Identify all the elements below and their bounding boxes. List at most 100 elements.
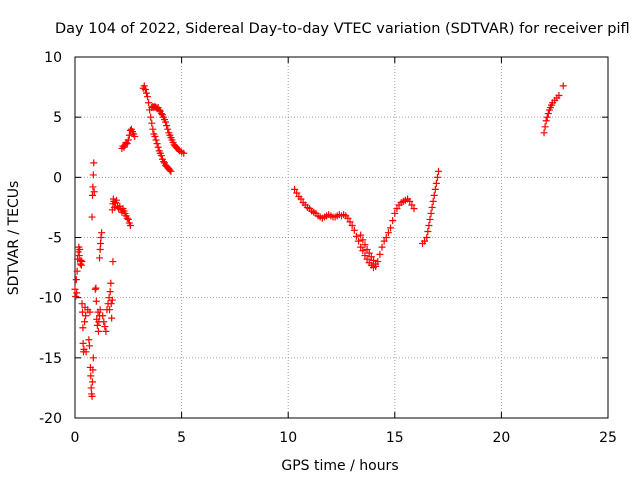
data-point (431, 185, 439, 193)
data-point (143, 93, 151, 101)
data-point (410, 205, 418, 213)
data-point (293, 189, 301, 197)
data-point (424, 227, 432, 235)
data-point (367, 253, 375, 261)
data-point (107, 279, 115, 287)
data-point (72, 276, 80, 284)
data-point (79, 324, 87, 332)
data-point (142, 89, 150, 97)
data-point (123, 214, 131, 222)
y-tick-label: 5 (53, 110, 62, 126)
data-point (73, 267, 81, 275)
data-point (157, 152, 165, 160)
data-point (365, 249, 373, 257)
data-point (76, 246, 84, 254)
data-point (430, 191, 438, 199)
data-point (113, 196, 121, 204)
data-point (96, 254, 104, 262)
data-point (355, 237, 363, 245)
data-point (387, 224, 395, 232)
data-point (87, 372, 95, 380)
data-point (126, 221, 134, 229)
data-point (162, 118, 170, 126)
data-point (542, 117, 550, 125)
data-point (125, 131, 133, 139)
x-tick-label: 0 (71, 430, 80, 446)
data-point (361, 241, 369, 249)
y-tick-label: -10 (39, 291, 62, 307)
data-point (363, 246, 371, 254)
data-point (96, 246, 104, 254)
data-point (94, 327, 102, 335)
data-point (348, 221, 356, 229)
data-point (90, 188, 98, 196)
data-point (88, 191, 96, 199)
data-point (380, 237, 388, 245)
chart-title: Day 104 of 2022, Sidereal Day-to-day VTE… (55, 21, 630, 37)
data-point (89, 183, 97, 191)
y-tick-label: -15 (39, 351, 62, 367)
data-point (74, 255, 82, 263)
data-point (357, 231, 365, 239)
data-point (361, 252, 369, 260)
data-point (71, 285, 79, 293)
axis-ticks: 0 5 10 15 20 25 -20 -15 -10 -5 0 5 10 (39, 50, 617, 446)
data-point (435, 167, 443, 175)
data-point (88, 213, 96, 221)
data-point (88, 392, 96, 400)
data-point (540, 129, 548, 137)
data-point (393, 205, 401, 213)
x-tick-label: 5 (177, 430, 186, 446)
data-point (78, 258, 86, 266)
data-point (555, 92, 563, 100)
y-axis-label: SDTVAR / TECUs (6, 181, 22, 296)
x-tick-label: 10 (279, 430, 297, 446)
data-point (124, 136, 132, 144)
data-point (141, 85, 149, 93)
data-point (376, 250, 384, 258)
data-point (428, 203, 436, 211)
data-point (75, 252, 83, 260)
data-point (391, 209, 399, 217)
data-point (426, 215, 434, 223)
data-point (72, 292, 80, 300)
data-point (363, 255, 371, 263)
data-point (151, 132, 159, 140)
data-point (79, 339, 87, 347)
data-point (149, 125, 157, 133)
data-point (106, 288, 114, 296)
data-point (157, 110, 165, 118)
data-point (145, 99, 153, 107)
data-point (427, 209, 435, 217)
data-point (372, 260, 380, 268)
data-point (147, 113, 155, 121)
data-point (82, 348, 90, 356)
data-point (88, 378, 96, 386)
data-point (421, 237, 429, 245)
data-point (106, 306, 114, 314)
data-point (359, 236, 367, 244)
data-point (541, 123, 549, 131)
data-point (91, 285, 99, 293)
data-point (99, 312, 107, 320)
data-point (543, 113, 551, 121)
data-point (93, 321, 101, 329)
data-point (78, 308, 86, 316)
data-point (148, 119, 156, 127)
data-point (73, 289, 81, 297)
data-point (108, 296, 116, 304)
data-point (81, 318, 89, 326)
data-point (297, 195, 305, 203)
data-point (90, 159, 98, 167)
data-point (108, 314, 116, 322)
data-point (425, 221, 433, 229)
data-point (110, 203, 118, 211)
data-point (389, 217, 397, 225)
data-point (152, 136, 160, 144)
data-point (89, 354, 97, 362)
data-point (382, 234, 390, 241)
y-tick-label: 0 (53, 170, 62, 186)
data-point (423, 234, 431, 241)
data-point (97, 240, 105, 248)
